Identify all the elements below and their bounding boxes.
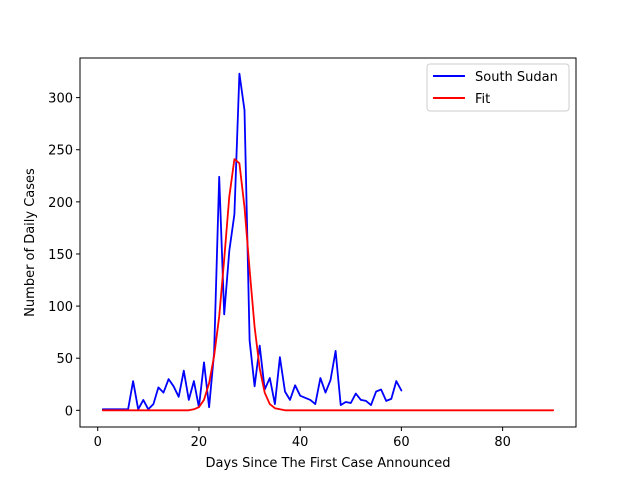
y-tick-label: 50 xyxy=(56,352,73,367)
y-axis-ticks: 0 50 100 150 200 250 300 xyxy=(48,92,80,419)
x-axis-label: Days Since The First Case Announced xyxy=(206,456,451,471)
legend-label-fit: Fit xyxy=(475,92,490,107)
x-tick-label: 60 xyxy=(393,435,410,450)
x-tick-label: 40 xyxy=(292,435,309,450)
series-layer xyxy=(101,72,555,412)
x-tick-label: 0 xyxy=(94,435,102,450)
y-tick-label: 250 xyxy=(48,144,73,159)
y-tick-label: 300 xyxy=(48,92,73,107)
series-line-south-sudan xyxy=(101,72,403,411)
y-tick-label: 0 xyxy=(65,404,73,419)
y-axis-label: Number of Daily Cases xyxy=(23,168,38,317)
y-tick-label: 100 xyxy=(48,300,73,315)
legend: South Sudan Fit xyxy=(426,63,570,112)
plot-frame xyxy=(79,57,577,428)
x-tick-label: 20 xyxy=(191,435,208,450)
x-tick-label: 80 xyxy=(494,435,511,450)
legend-label-south-sudan: South Sudan xyxy=(475,70,558,85)
series-line-fit xyxy=(101,158,555,412)
x-axis-ticks: 0 20 40 60 80 xyxy=(94,427,511,450)
y-tick-label: 200 xyxy=(48,196,73,211)
y-tick-label: 150 xyxy=(48,248,73,263)
